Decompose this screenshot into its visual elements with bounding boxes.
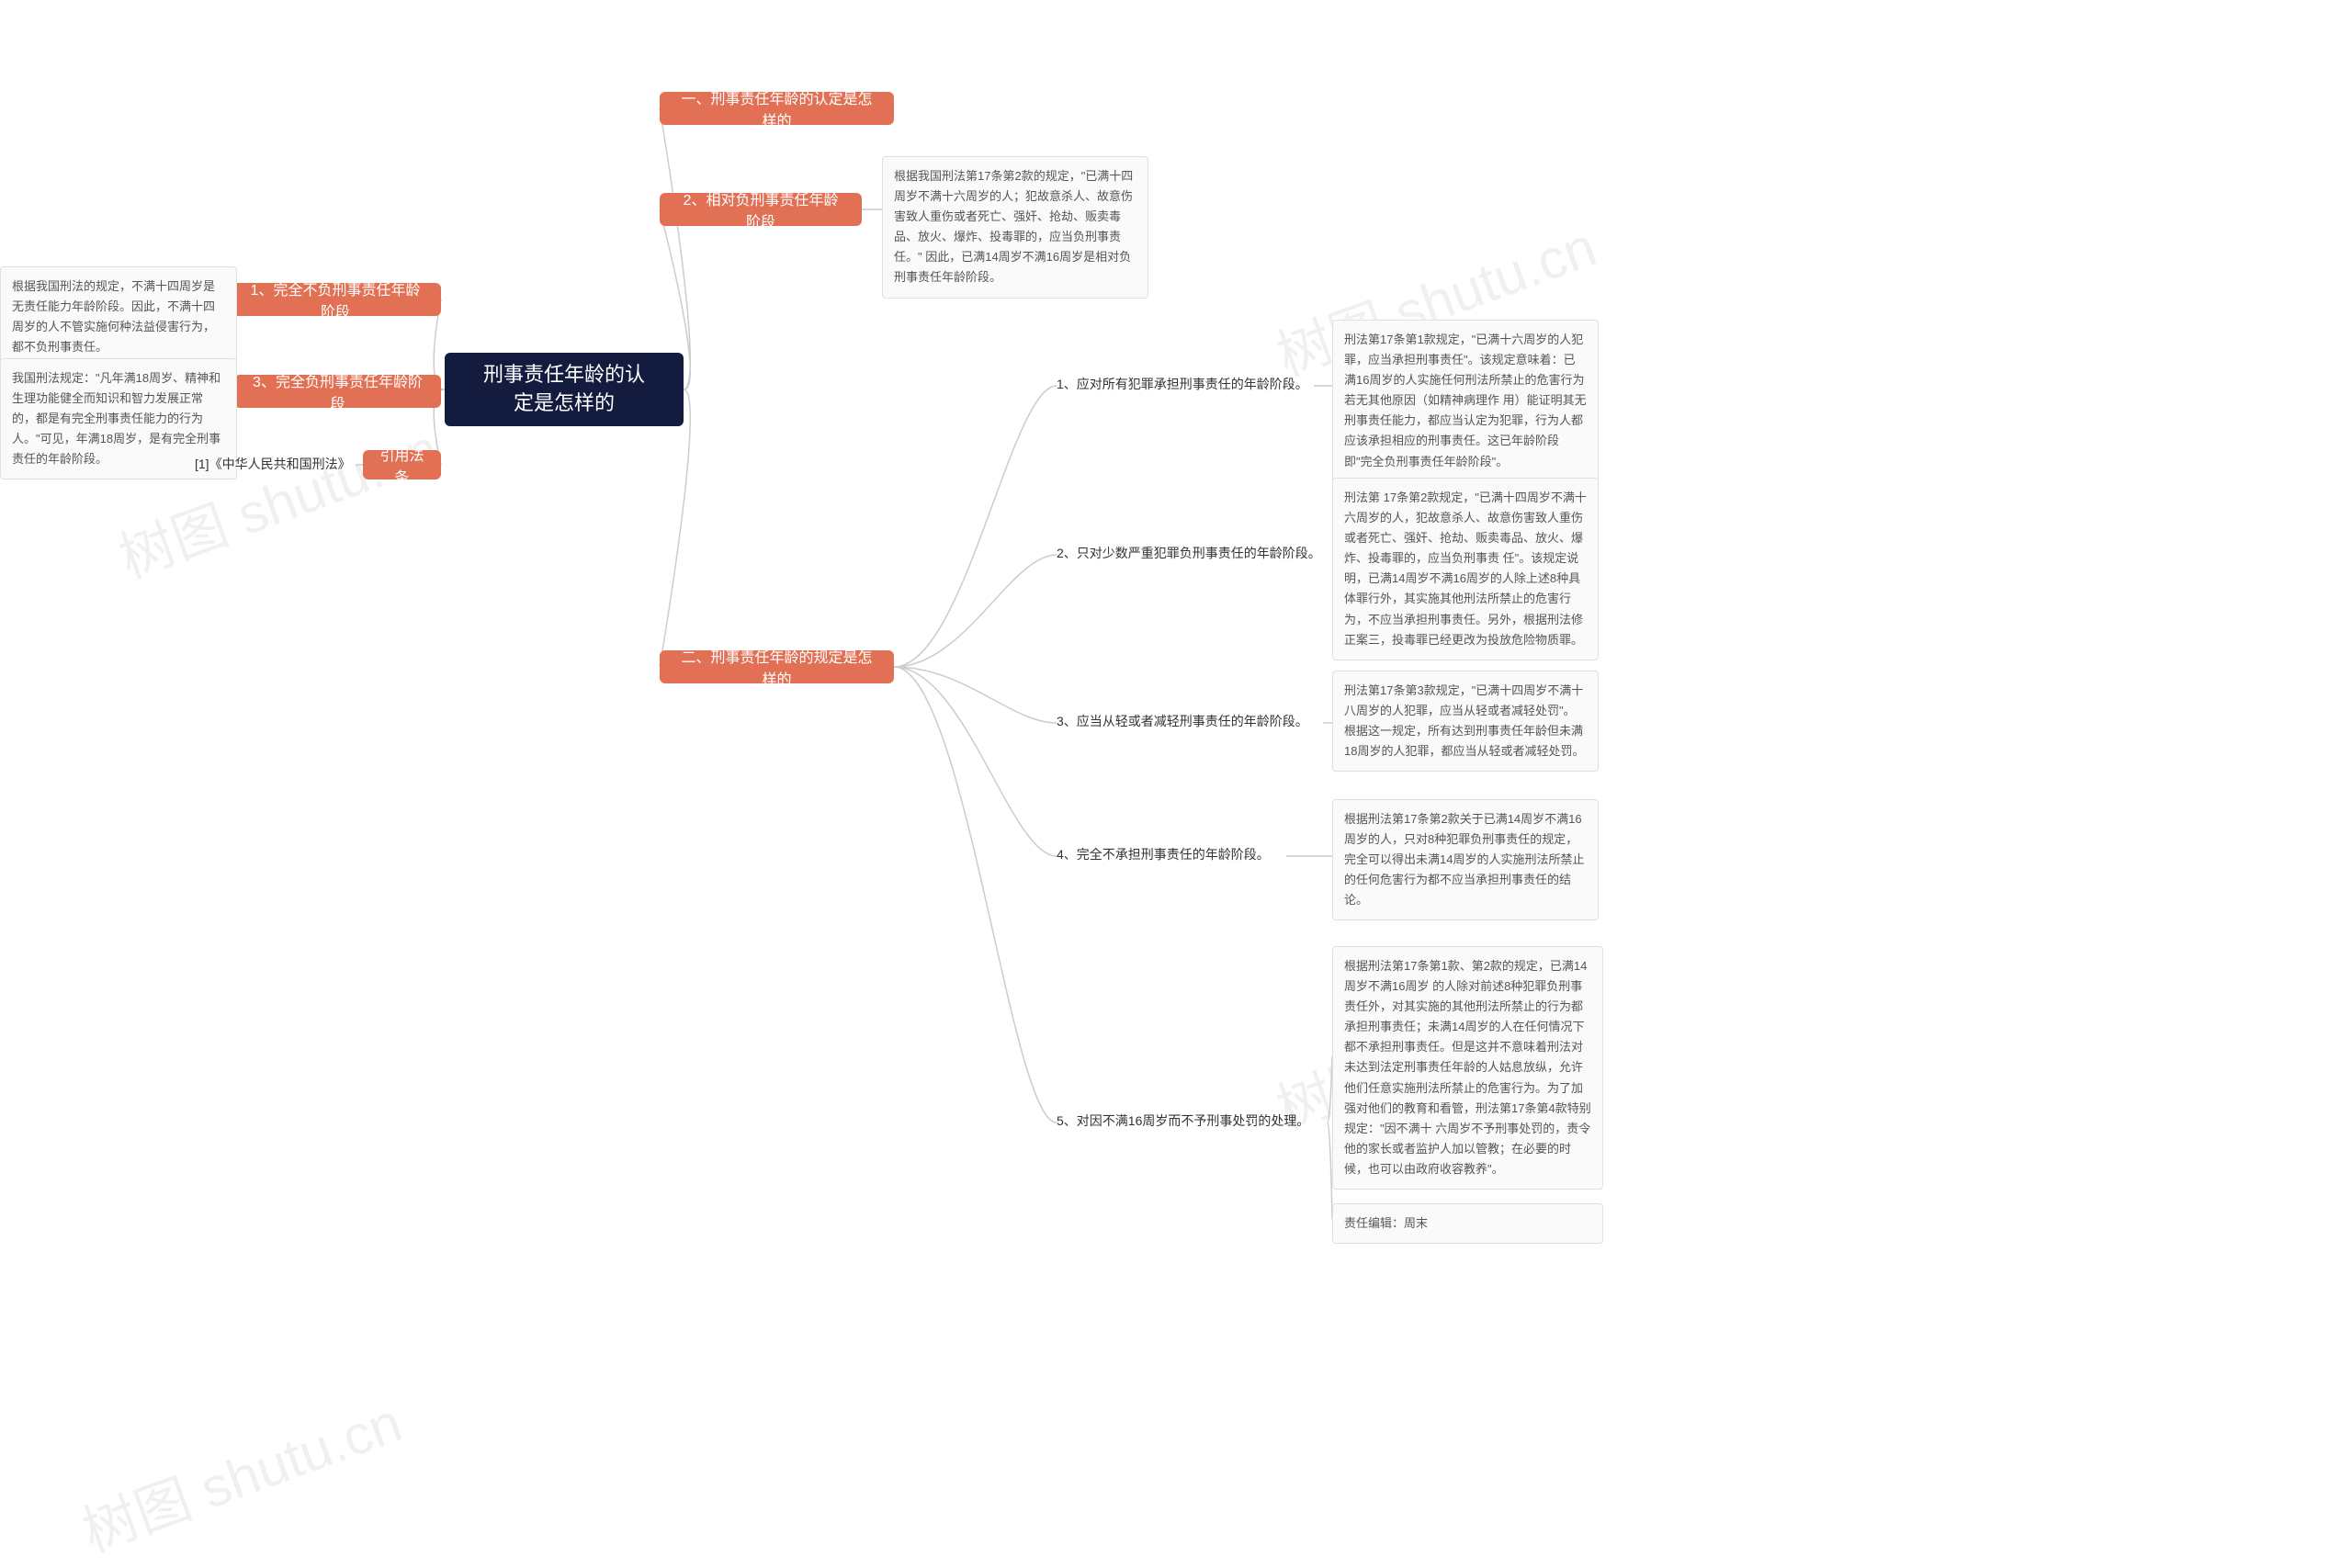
watermark: 树图 shutu.cn bbox=[70, 1378, 411, 1567]
child-label-1: 1、应对所有犯罪承担刑事责任的年龄阶段。 bbox=[1057, 375, 1314, 394]
child-leaf-4: 根据刑法第17条第2款关于已满14周岁不满16周岁的人，只对8种犯罪负刑事责任的… bbox=[1332, 799, 1599, 920]
leaf-left-1: 根据我国刑法的规定，不满十四周岁是无责任能力年龄阶段。因此，不满十四周岁的人不管… bbox=[0, 266, 237, 367]
connector-lines bbox=[0, 0, 2352, 1494]
child-leaf-3: 刑法第17条第3款规定，"已满十四周岁不满十八周岁的人犯罪，应当从轻或者减轻处罚… bbox=[1332, 671, 1599, 772]
leaf-left-ref: [1]《中华人民共和国刑法》 bbox=[195, 455, 356, 474]
branch-left-ref: 引用法条 bbox=[363, 450, 441, 479]
root-node: 刑事责任年龄的认定是怎样的 bbox=[445, 353, 684, 426]
child-label-3: 3、应当从轻或者减轻刑事责任的年龄阶段。 bbox=[1057, 712, 1323, 731]
child-leaf-1: 刑法第17条第1款规定，"已满十六周岁的人犯罪，应当承担刑事责任"。该规定意味着… bbox=[1332, 320, 1599, 482]
child-label-2: 2、只对少数严重犯罪负刑事责任的年龄阶段。 bbox=[1057, 544, 1332, 563]
branch-right-2: 2、相对负刑事责任年龄阶段 bbox=[660, 193, 862, 226]
branch-left-1: 1、完全不负刑事责任年龄阶段 bbox=[230, 283, 441, 316]
branch-right-1: 一、刑事责任年龄的认定是怎样的 bbox=[660, 92, 894, 125]
child-label-4: 4、完全不承担刑事责任的年龄阶段。 bbox=[1057, 845, 1286, 864]
child-leaf-2: 刑法第 17条第2款规定，"已满十四周岁不满十六周岁的人，犯故意杀人、故意伤害致… bbox=[1332, 478, 1599, 660]
child-leaf-5a: 根据刑法第17条第1款、第2款的规定，已满14周岁不满16周岁 的人除对前述8种… bbox=[1332, 946, 1603, 1190]
child-label-5: 5、对因不满16周岁而不予刑事处罚的处理。 bbox=[1057, 1111, 1328, 1131]
child-leaf-5b: 责任编辑：周末 bbox=[1332, 1203, 1603, 1244]
branch-left-3: 3、完全负刑事责任年龄阶段 bbox=[234, 375, 441, 408]
leaf-right-2: 根据我国刑法第17条第2款的规定，"已满十四周岁不满十六周岁的人；犯故意杀人、故… bbox=[882, 156, 1148, 299]
branch-right-section2: 二、刑事责任年龄的规定是怎样的 bbox=[660, 650, 894, 683]
